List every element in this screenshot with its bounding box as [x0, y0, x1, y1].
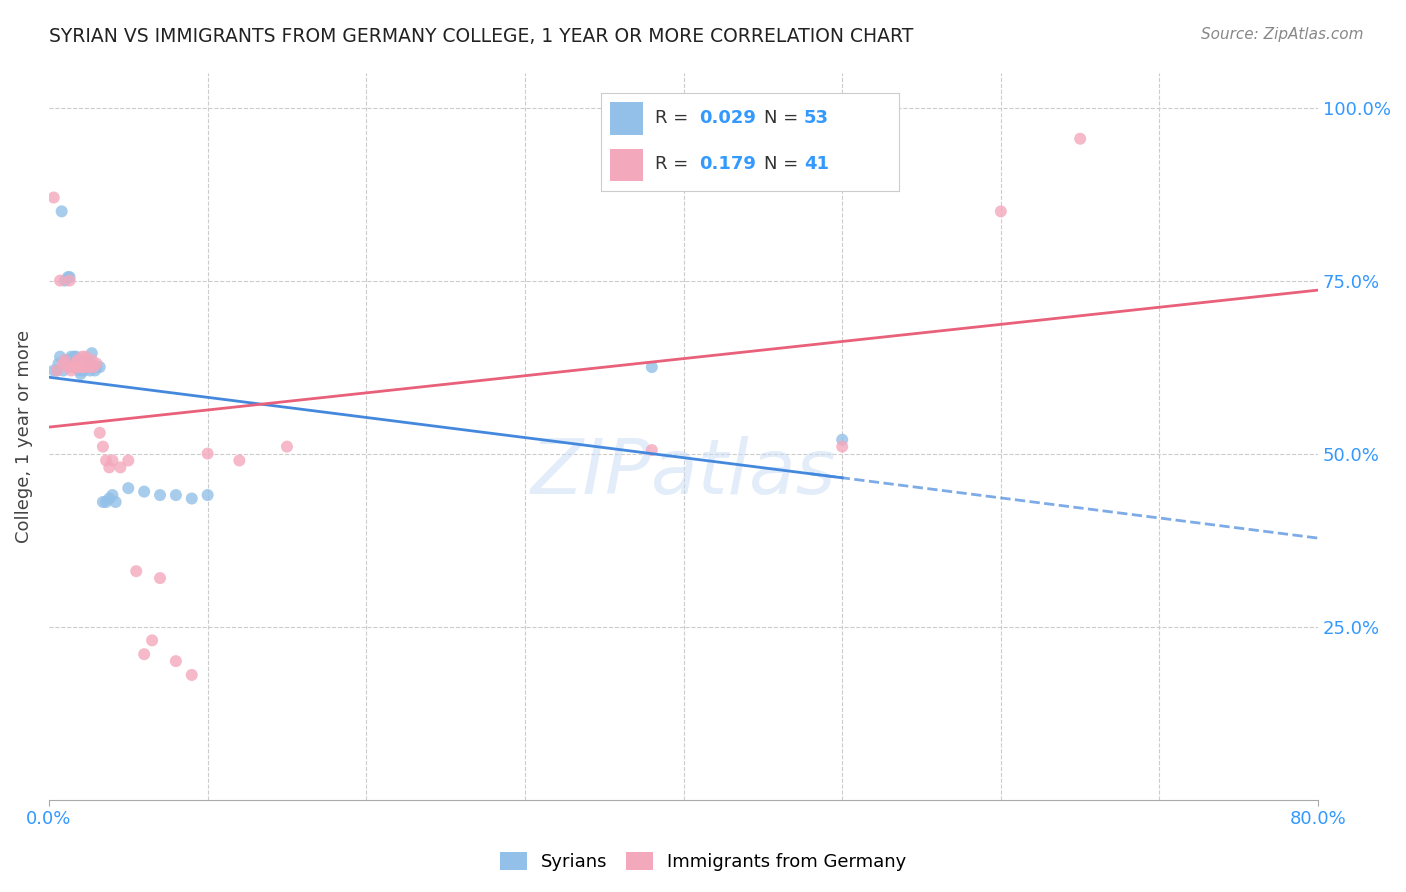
Point	[80, 346, 103, 360]
Point	[831, 433, 853, 447]
Point	[141, 633, 163, 648]
Point	[45, 363, 67, 377]
Point	[56, 359, 79, 374]
Point	[69, 359, 91, 374]
Point	[77, 357, 100, 371]
Point	[55, 357, 77, 371]
Point	[73, 357, 96, 371]
Point	[101, 488, 124, 502]
Point	[134, 484, 156, 499]
Point	[66, 353, 89, 368]
Point	[58, 353, 80, 368]
Point	[101, 453, 124, 467]
Point	[276, 440, 298, 454]
Point	[49, 350, 72, 364]
Point	[58, 274, 80, 288]
Point	[72, 363, 94, 377]
Point	[53, 274, 76, 288]
Point	[53, 353, 76, 368]
Point	[89, 425, 111, 440]
Point	[134, 647, 156, 661]
Point	[80, 353, 103, 368]
Point	[51, 204, 73, 219]
Point	[63, 357, 86, 371]
Point	[67, 363, 90, 377]
Y-axis label: College, 1 year or more: College, 1 year or more	[15, 330, 32, 543]
Point	[49, 274, 72, 288]
Point	[62, 359, 84, 374]
Point	[117, 481, 139, 495]
Point	[76, 359, 98, 374]
Point	[180, 668, 202, 682]
Point	[66, 359, 89, 374]
Point	[69, 357, 91, 371]
Point	[63, 359, 86, 374]
Point	[98, 460, 121, 475]
Point	[91, 495, 114, 509]
Point	[60, 350, 83, 364]
Point	[89, 359, 111, 374]
Point	[53, 353, 76, 368]
Point	[84, 363, 107, 377]
Point	[831, 440, 853, 454]
Point	[79, 363, 101, 377]
Point	[77, 359, 100, 374]
Point	[94, 495, 117, 509]
Point	[62, 359, 84, 374]
Point	[52, 357, 75, 371]
Point	[104, 495, 127, 509]
Point	[86, 357, 108, 371]
Point	[56, 353, 79, 368]
Point	[72, 350, 94, 364]
Point	[62, 353, 84, 368]
Point	[69, 367, 91, 381]
Point	[86, 359, 108, 374]
Point	[110, 460, 132, 475]
Point	[149, 571, 172, 585]
Point	[197, 488, 219, 502]
Point	[91, 440, 114, 454]
Point	[52, 363, 75, 377]
Point	[82, 359, 104, 374]
Point	[180, 491, 202, 506]
Point	[75, 353, 97, 368]
Point	[48, 357, 70, 371]
Point	[990, 204, 1012, 219]
Point	[165, 654, 187, 668]
Point	[149, 488, 172, 502]
Point	[641, 359, 664, 374]
Point	[58, 270, 80, 285]
Point	[63, 350, 86, 364]
Point	[60, 353, 83, 368]
Point	[73, 359, 96, 374]
Point	[228, 453, 250, 467]
Point	[73, 363, 96, 377]
Point	[65, 350, 87, 364]
Point	[125, 564, 148, 578]
Point	[56, 270, 79, 285]
Point	[65, 359, 87, 374]
Legend: Syrians, Immigrants from Germany: Syrians, Immigrants from Germany	[492, 845, 914, 879]
Point	[94, 453, 117, 467]
Point	[67, 359, 90, 374]
Text: Source: ZipAtlas.com: Source: ZipAtlas.com	[1201, 27, 1364, 42]
Point	[45, 363, 67, 377]
Point	[63, 359, 86, 374]
Point	[165, 488, 187, 502]
Text: ZIPatlas: ZIPatlas	[531, 435, 837, 509]
Point	[65, 357, 87, 371]
Point	[66, 357, 89, 371]
Point	[197, 446, 219, 460]
Point	[60, 363, 83, 377]
Point	[1069, 132, 1091, 146]
Point	[117, 453, 139, 467]
Point	[641, 443, 664, 458]
Text: SYRIAN VS IMMIGRANTS FROM GERMANY COLLEGE, 1 YEAR OR MORE CORRELATION CHART: SYRIAN VS IMMIGRANTS FROM GERMANY COLLEG…	[49, 27, 914, 45]
Point	[42, 190, 65, 204]
Point	[67, 353, 90, 368]
Point	[98, 491, 121, 506]
Point	[75, 350, 97, 364]
Point	[42, 363, 65, 377]
Point	[82, 359, 104, 374]
